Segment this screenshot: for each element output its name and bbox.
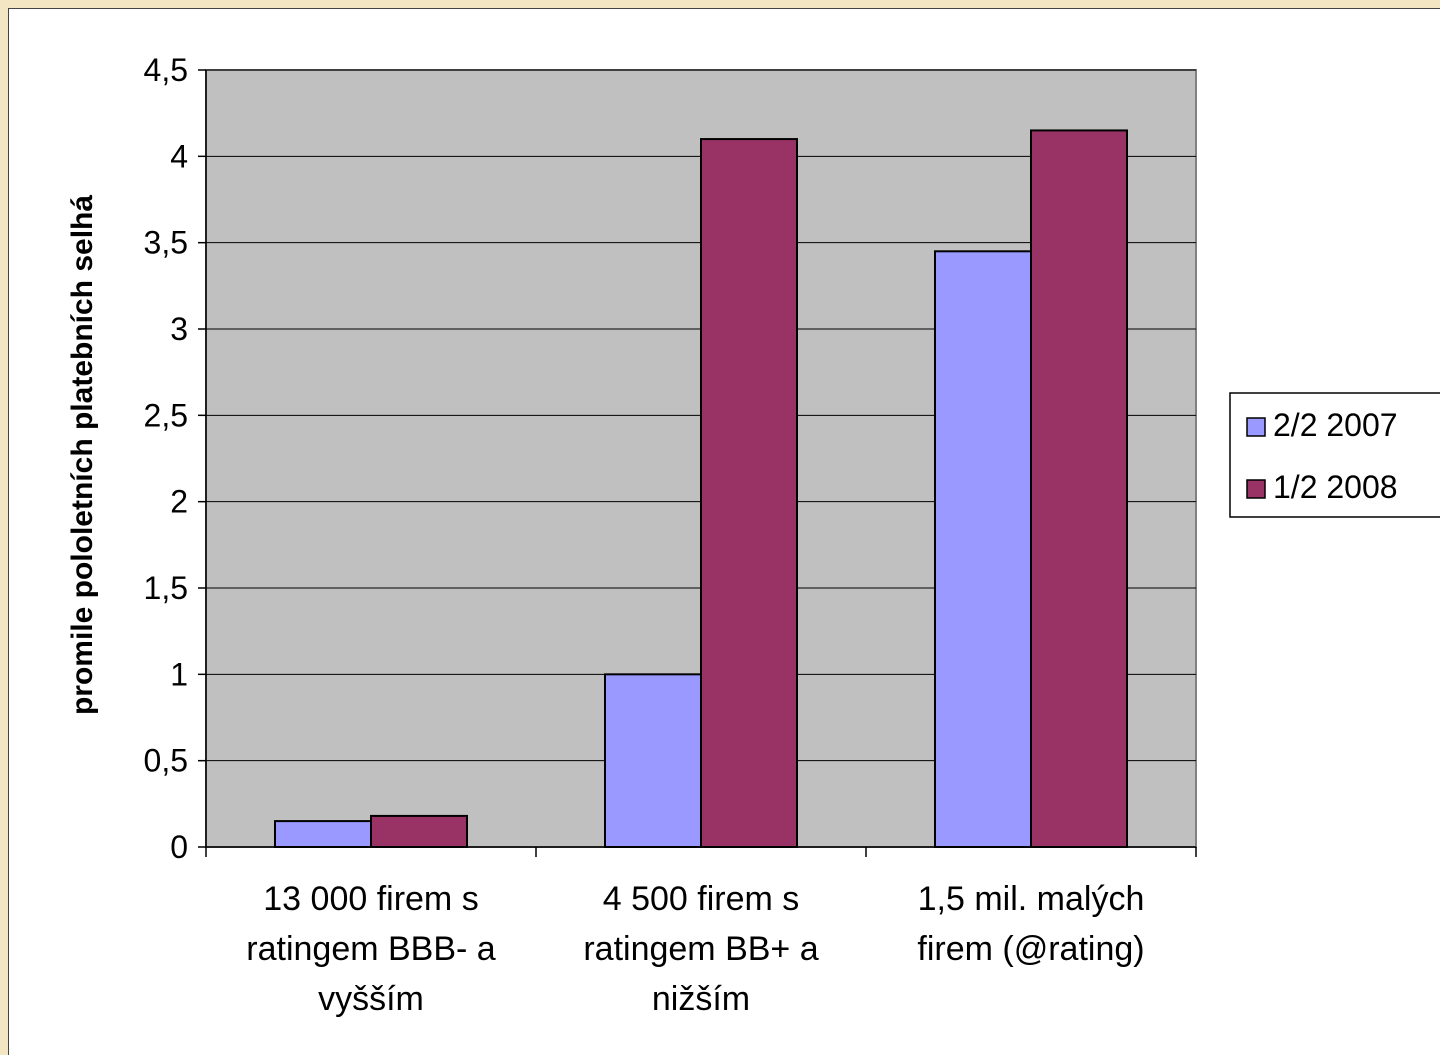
- y-tick-label: 0: [170, 829, 188, 865]
- legend-swatch: [1246, 479, 1266, 499]
- y-ticks: 0 0,5 1 1,5 2 2,5 3 3,5 4 4,5: [144, 52, 206, 865]
- x-category-label: nižším: [652, 980, 750, 1018]
- bar-2-2-2007-0: [274, 820, 372, 848]
- x-category-label: 13 000 firem s: [263, 880, 478, 918]
- x-category-label: ratingem BBB- a: [246, 930, 496, 968]
- bars: [274, 129, 1128, 849]
- x-ticks: [205, 847, 1197, 857]
- bar-1-2-2008-1: [700, 138, 798, 849]
- x-category-label: ratingem BB+ a: [583, 930, 818, 968]
- y-tick-label: 3: [170, 311, 188, 347]
- y-tick-label: 4,5: [144, 52, 188, 88]
- y-tick-label: 0,5: [144, 743, 188, 779]
- y-tick-label: 2,5: [144, 397, 188, 433]
- x-category-labels: 13 000 firem s ratingem BBB- a vyšším 4 500…: [246, 880, 1144, 1018]
- legend-label: 1/2 2008: [1273, 469, 1398, 505]
- legend-swatch: [1246, 417, 1266, 437]
- x-category-label: firem (@rating): [917, 930, 1144, 968]
- y-tick-label: 1,5: [144, 570, 188, 606]
- y-tick-label: 1: [170, 656, 188, 692]
- y-tick-label: 2: [170, 484, 188, 520]
- bar-1-2-2008-0: [370, 814, 468, 848]
- legend-label: 2/2 2007: [1273, 407, 1398, 443]
- bar-1-2-2008-2: [1030, 129, 1128, 848]
- bar-2-2-2007-1: [604, 673, 702, 848]
- bar-2-2-2007-2: [934, 250, 1032, 849]
- legend: 2/2 2007 1/2 2008: [1229, 392, 1440, 518]
- y-tick-label: 4: [170, 138, 188, 174]
- x-category-label: 1,5 mil. malých: [918, 880, 1145, 918]
- y-tick-label: 3,5: [144, 225, 188, 261]
- y-axis-title: promile pololetních platebních selhá: [66, 195, 99, 715]
- x-category-label: vyšším: [318, 980, 424, 1018]
- x-category-label: 4 500 firem s: [603, 880, 800, 918]
